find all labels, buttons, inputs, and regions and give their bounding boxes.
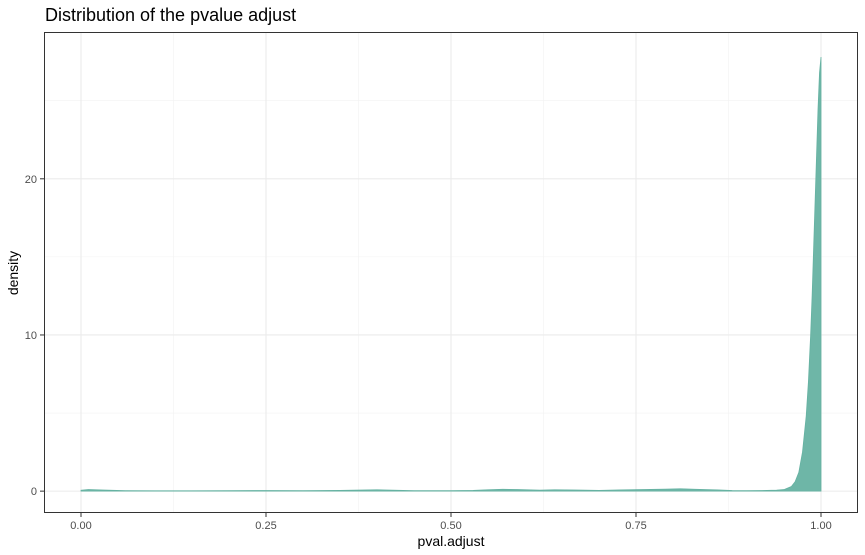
y-axis-title: density — [5, 251, 21, 295]
chart-title: Distribution of the pvalue adjust — [45, 5, 296, 25]
density-area-layer — [80, 56, 822, 492]
x-axis-ticks: 0.00 0.25 0.50 0.75 1.00 — [70, 513, 832, 532]
plot-border — [44, 32, 858, 513]
y-tick-label: 20 — [25, 174, 37, 186]
y-axis-ticks: 0 10 20 — [25, 174, 44, 498]
x-tick-label: 0.25 — [255, 520, 276, 532]
major-grid — [44, 32, 858, 513]
x-tick-label: 0.75 — [625, 520, 646, 532]
x-tick-label: 0.50 — [440, 520, 461, 532]
density-area — [80, 56, 822, 492]
x-axis-title: pval.adjust — [418, 533, 485, 549]
x-tick-label: 1.00 — [810, 520, 831, 532]
y-tick-label: 0 — [31, 486, 37, 498]
y-tick-label: 10 — [25, 330, 37, 342]
x-tick-label: 0.00 — [70, 520, 91, 532]
